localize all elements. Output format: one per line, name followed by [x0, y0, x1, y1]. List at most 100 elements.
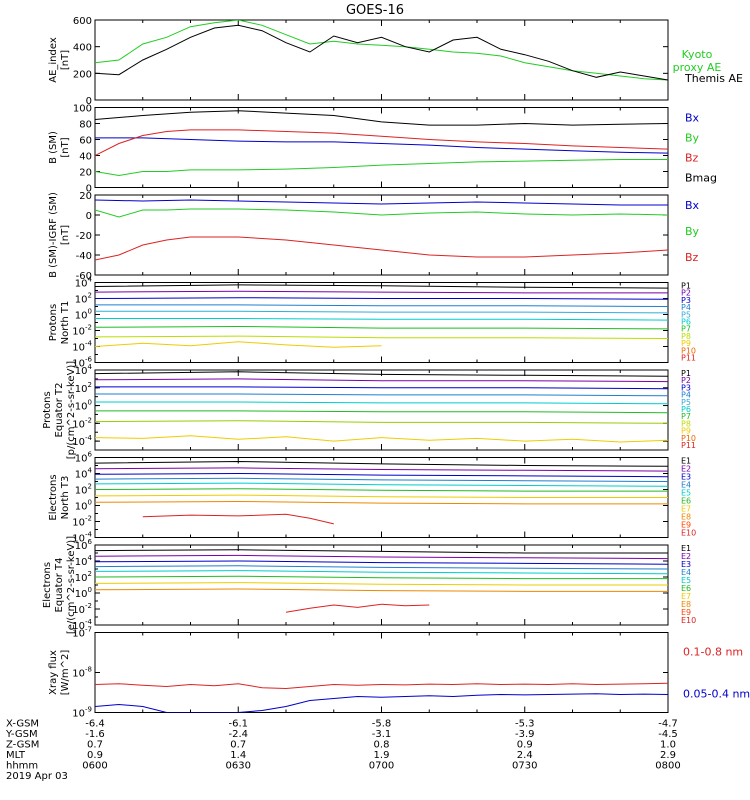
series-line-p2	[95, 378, 668, 383]
orbit-row-value: 0.9	[87, 750, 103, 761]
orbit-row-value: -4.7	[658, 719, 678, 730]
legend-item: E6	[681, 497, 691, 506]
orbit-row-value: -6.1	[228, 719, 248, 730]
series-line-by	[95, 159, 668, 177]
panel-frame	[94, 194, 669, 276]
series-line-bx	[95, 199, 668, 206]
orbit-row-value: 0800	[655, 761, 680, 772]
series-line-e6	[95, 488, 668, 492]
legend-item: E1	[681, 544, 691, 553]
y-axis-label: [W/m^2]	[60, 650, 71, 696]
series-line-e7	[95, 494, 668, 498]
series-line-0-05-0-4-nm	[95, 693, 668, 713]
y-axis-label: North T3	[60, 476, 71, 520]
series-line-e1	[95, 549, 668, 554]
orbit-row-value: 0630	[226, 761, 251, 772]
orbit-row-value: -1.6	[85, 729, 105, 740]
orbit-row-value: -3.1	[372, 729, 392, 740]
series-line-e4	[95, 477, 668, 482]
y-tick-label: 102	[75, 381, 92, 395]
series-line-by	[95, 208, 668, 218]
series-line-kyoto-proxy-ae	[95, 20, 668, 81]
series-line-p2	[95, 290, 668, 294]
y-axis-label: Electrons	[48, 474, 59, 520]
legend-item: P7	[681, 412, 691, 421]
chart-title: GOES-16	[346, 3, 404, 18]
orbit-row-value: 2.9	[660, 750, 676, 761]
orbit-row-value: 2.4	[517, 750, 533, 761]
series-line-e5	[95, 570, 668, 575]
y-tick-label: 100	[75, 399, 92, 413]
y-tick-label: 104	[75, 554, 93, 568]
y-axis-label: [p/(cm^2-s-sr-keV)]	[66, 361, 77, 460]
y-tick-label: 60	[79, 136, 92, 147]
legend-item: E7	[681, 592, 691, 601]
date-label: 2019 Apr 03	[6, 771, 68, 782]
y-axis-label: B (SM)	[48, 131, 59, 164]
series-line-e8	[95, 588, 668, 592]
series-line-bx	[95, 137, 668, 154]
y-tick-label: 400	[73, 43, 92, 54]
legend-item: P11	[681, 354, 696, 363]
series-line-p6	[95, 318, 668, 321]
y-tick-label: 10-7	[72, 626, 92, 640]
legend-item: P7	[681, 325, 691, 334]
series-line-p1	[95, 284, 668, 289]
series-line-p8	[95, 335, 668, 339]
y-tick-label: -20	[76, 231, 92, 242]
legend-item: E10	[681, 529, 696, 538]
y-axis-label: [nT]	[60, 137, 71, 157]
series-line-e7	[95, 582, 668, 586]
legend-item: Bx	[685, 112, 700, 125]
y-tick-label: 106	[75, 451, 93, 465]
legend-item: Bmag	[685, 172, 717, 185]
y-tick-label: 100	[75, 586, 92, 600]
legend-item: P6	[681, 318, 691, 327]
y-axis-label: Equator T2	[54, 383, 65, 438]
legend-item: E8	[681, 600, 691, 609]
series-line-p9	[95, 341, 382, 348]
legend-item: E3	[681, 560, 691, 569]
legend-item: E4	[681, 481, 691, 490]
y-tick-label: 102	[75, 570, 92, 584]
series-line-e3	[95, 560, 668, 565]
orbit-row-value: 0.7	[87, 740, 103, 751]
legend-item: P6	[681, 405, 691, 414]
legend-item: P2	[681, 289, 691, 298]
series-line-p7	[95, 420, 668, 424]
orbit-row-label: Y-GSM	[5, 729, 38, 740]
y-tick-label: 106	[75, 538, 93, 552]
y-tick-label: 10-2	[72, 515, 92, 529]
legend-item: Bz	[685, 251, 699, 264]
legend-item: P8	[681, 419, 691, 428]
legend-item: P2	[681, 376, 691, 385]
y-tick-label: 10-4	[72, 340, 92, 354]
orbit-row-label: Z-GSM	[6, 740, 39, 751]
y-tick-label: 10-9	[72, 706, 92, 720]
panel-3: -60 -40 -20 0 20 B (SM)-IGRF (SM) [nT] Bx By Bz	[48, 191, 700, 282]
y-tick-label: 20	[79, 168, 92, 179]
legend-item: E9	[681, 608, 691, 617]
legend-item: Kyoto	[682, 48, 713, 61]
legend-item: E5	[681, 489, 691, 498]
orbit-row-value: -3.9	[515, 729, 535, 740]
series-line-0-1-0-8-nm	[95, 682, 668, 690]
y-tick-label: 100	[75, 308, 92, 322]
y-tick-label: -60	[76, 271, 92, 282]
series-line-p4	[95, 393, 668, 397]
orbit-row-value: 0730	[512, 761, 537, 772]
legend-item: P8	[681, 332, 691, 341]
legend-item: P9	[681, 339, 691, 348]
y-axis-label: Xray flux	[48, 650, 59, 695]
y-tick-label: 104	[75, 276, 93, 290]
series-line-e3	[95, 472, 668, 478]
orbit-row-value: 0600	[82, 761, 107, 772]
series-line-e6	[95, 575, 668, 580]
orbit-row-value: -5.8	[372, 719, 392, 730]
